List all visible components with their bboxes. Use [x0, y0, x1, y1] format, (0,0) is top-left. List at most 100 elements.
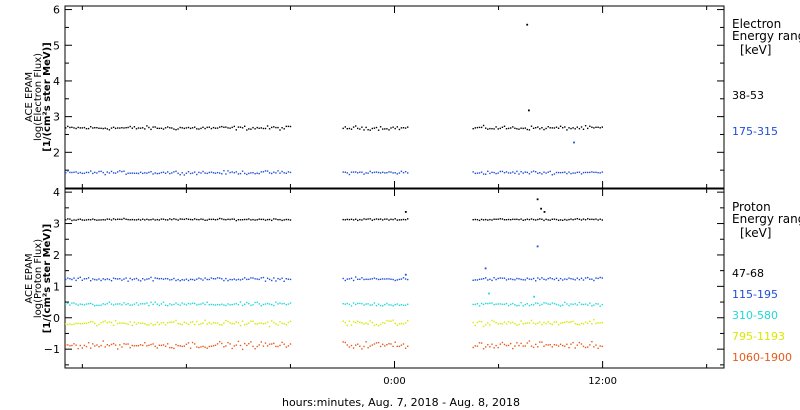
data-point	[127, 172, 129, 174]
data-point	[555, 277, 558, 279]
data-point	[587, 276, 589, 279]
data-point	[379, 345, 382, 348]
data-point	[530, 125, 533, 127]
data-point	[250, 341, 252, 343]
data-point	[476, 279, 479, 281]
data-point	[69, 278, 71, 280]
data-point	[158, 323, 160, 326]
data-point	[227, 218, 229, 220]
data-point	[100, 304, 102, 306]
data-point	[173, 321, 175, 323]
data-point	[85, 171, 88, 174]
data-point	[221, 342, 223, 345]
data-point	[100, 219, 102, 221]
data-point	[208, 345, 210, 348]
data-point	[593, 319, 595, 321]
data-point	[584, 321, 587, 323]
data-point	[221, 173, 223, 175]
data-point	[246, 301, 248, 304]
data-point	[133, 345, 136, 347]
data-point	[528, 218, 531, 221]
data-point	[501, 341, 504, 344]
data-point	[285, 304, 287, 306]
data-point	[402, 277, 405, 279]
data-point	[493, 320, 495, 323]
data-point	[505, 171, 508, 173]
x-tick-label: 0:00	[383, 376, 405, 387]
data-point	[516, 305, 518, 307]
data-point	[223, 346, 225, 348]
legend-title: Electron	[732, 17, 781, 31]
data-point	[204, 219, 206, 221]
data-point	[135, 172, 138, 174]
data-point	[532, 304, 535, 306]
data-point	[555, 218, 558, 221]
data-point	[223, 279, 225, 282]
data-point	[262, 303, 265, 306]
data-point	[532, 277, 535, 280]
data-point	[231, 218, 233, 220]
series-175-315	[65, 141, 603, 176]
data-point	[106, 218, 108, 220]
data-point	[599, 218, 601, 220]
data-point	[587, 171, 589, 174]
data-point	[497, 172, 499, 174]
data-point	[559, 125, 562, 127]
data-point	[127, 303, 129, 305]
data-point	[264, 303, 267, 305]
data-point	[114, 344, 117, 346]
data-point	[162, 128, 165, 130]
data-point	[482, 348, 485, 350]
data-point	[71, 344, 73, 347]
data-point	[110, 170, 113, 173]
data-point	[79, 323, 81, 325]
data-point	[377, 218, 380, 221]
data-point	[137, 345, 140, 347]
data-point	[69, 171, 71, 174]
data-point	[497, 346, 499, 349]
data-point	[112, 126, 115, 128]
data-point	[160, 277, 163, 280]
data-point	[210, 303, 213, 306]
data-point	[601, 345, 603, 348]
data-point	[510, 127, 512, 129]
data-point	[507, 218, 510, 221]
data-point	[404, 171, 407, 173]
data-point	[142, 303, 144, 305]
data-point	[83, 219, 86, 221]
data-point	[260, 341, 262, 343]
data-point	[545, 127, 547, 130]
data-point	[129, 304, 131, 306]
data-point	[557, 304, 560, 306]
data-point	[264, 322, 267, 325]
data-point	[83, 278, 86, 280]
data-point	[352, 219, 355, 221]
data-point	[377, 171, 380, 174]
data-point	[229, 304, 231, 306]
data-point	[162, 218, 165, 220]
data-point	[117, 303, 119, 305]
data-point	[273, 321, 275, 324]
data-point	[185, 218, 188, 220]
data-point	[241, 127, 244, 129]
data-point	[495, 278, 497, 281]
data-point	[520, 302, 522, 304]
data-point	[216, 322, 219, 324]
data-point	[271, 343, 273, 345]
data-point	[593, 304, 595, 306]
data-point	[258, 344, 260, 346]
data-point	[146, 218, 148, 220]
data-point	[69, 304, 71, 306]
data-point	[582, 303, 585, 306]
data-point	[221, 303, 223, 305]
data-point	[555, 344, 558, 346]
data-point	[474, 172, 476, 175]
data-point	[474, 303, 476, 306]
data-point	[189, 172, 192, 175]
data-point	[595, 277, 597, 279]
data-point	[67, 344, 69, 346]
data-point	[359, 345, 361, 347]
data-point	[369, 278, 371, 280]
data-point	[117, 348, 119, 350]
data-point	[503, 321, 506, 323]
